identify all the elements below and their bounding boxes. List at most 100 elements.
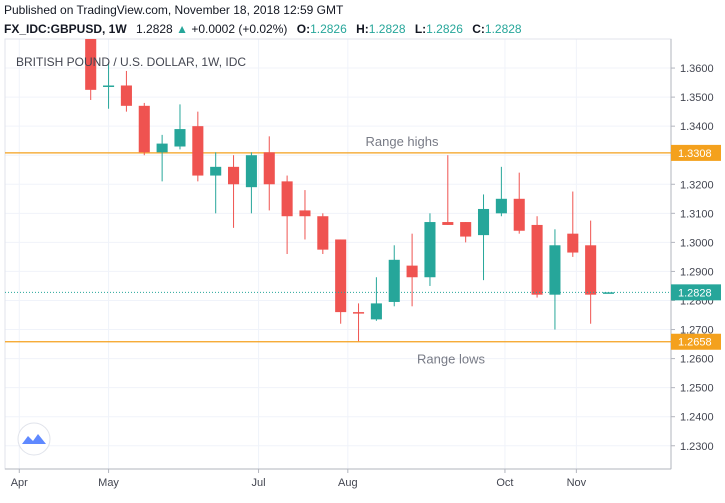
overlays: 1.2828 bbox=[5, 284, 721, 301]
last-price-value: 1.2828 bbox=[136, 22, 173, 36]
symbol-info-bar: FX_IDC:GBPUSD, 1W 1.2828 ▲ +0.0002 (+0.0… bbox=[4, 22, 522, 36]
candle bbox=[228, 155, 240, 228]
candle-body bbox=[263, 152, 275, 185]
price-tick-label: 1.3100 bbox=[680, 208, 714, 220]
low-label: L: bbox=[414, 22, 427, 36]
candle-body bbox=[567, 233, 579, 253]
symbol-name[interactable]: FX_IDC:GBPUSD, 1W bbox=[4, 22, 127, 36]
candle bbox=[567, 191, 579, 257]
candle-body bbox=[335, 239, 347, 313]
price-tick-label: 1.2400 bbox=[680, 412, 714, 424]
candle bbox=[513, 172, 525, 234]
candle bbox=[281, 175, 293, 254]
high-value: 1.2828 bbox=[368, 22, 406, 36]
candle bbox=[263, 136, 275, 211]
chart-title: BRITISH POUND / U.S. DOLLAR, 1W, IDC bbox=[16, 55, 246, 69]
candle bbox=[245, 152, 257, 214]
candle bbox=[174, 104, 186, 150]
range-price-tag bbox=[671, 333, 721, 350]
candle bbox=[495, 166, 507, 217]
price-tick-label: 1.3400 bbox=[680, 121, 714, 133]
candle-body bbox=[174, 129, 186, 147]
price-tick-label: 1.2500 bbox=[680, 383, 714, 395]
candle-body bbox=[156, 143, 168, 153]
candle bbox=[192, 111, 204, 182]
range-line-label: Range highs bbox=[366, 134, 439, 149]
time-axis[interactable]: Apr May Jul Aug Oct Nov bbox=[11, 469, 587, 489]
change-up-icon: ▲ bbox=[176, 22, 188, 36]
time-tick-label: Aug bbox=[338, 477, 358, 489]
time-tick-label: Jul bbox=[252, 477, 266, 489]
candle bbox=[370, 277, 382, 321]
candle bbox=[103, 62, 115, 109]
candle-body bbox=[299, 210, 311, 217]
tradingview-logo-icon[interactable] bbox=[17, 422, 51, 456]
open-label: O: bbox=[296, 22, 311, 36]
candle bbox=[460, 222, 472, 243]
candle-body bbox=[210, 166, 222, 176]
candle bbox=[299, 190, 311, 240]
range-price-tag bbox=[671, 144, 721, 161]
close-label: C: bbox=[472, 22, 485, 36]
candle-body bbox=[442, 222, 454, 225]
low-value: 1.2826 bbox=[426, 22, 463, 36]
candle bbox=[477, 194, 490, 281]
time-tick-label: Nov bbox=[567, 477, 587, 489]
candle-body bbox=[513, 198, 525, 231]
candle bbox=[549, 229, 561, 330]
close-value: 1.2828 bbox=[484, 22, 522, 36]
candle-body bbox=[352, 312, 365, 314]
candle-body bbox=[192, 126, 204, 176]
candle-body bbox=[120, 85, 132, 106]
candle-body bbox=[103, 85, 115, 87]
grid bbox=[5, 39, 671, 469]
candle bbox=[388, 245, 400, 307]
range-price-tag-label: 1.2658 bbox=[678, 337, 712, 349]
high-label: H: bbox=[356, 22, 369, 36]
price-axis[interactable]: 1.36001.35001.34001.33001.32001.31001.30… bbox=[671, 63, 714, 453]
range-line-label: Range lows bbox=[417, 352, 485, 367]
candle-body bbox=[477, 208, 490, 236]
price-tick-label: 1.3600 bbox=[680, 63, 714, 75]
candle-body bbox=[424, 222, 436, 278]
candle bbox=[406, 233, 418, 307]
candle bbox=[120, 70, 132, 112]
candle-body bbox=[585, 245, 597, 295]
time-tick-label: Oct bbox=[496, 477, 513, 489]
time-tick-label: Apr bbox=[11, 477, 28, 489]
price-tick-label: 1.3000 bbox=[680, 237, 714, 249]
horizontal-lines: Range highs 1.3308 Range lows 1.2658 bbox=[5, 134, 721, 367]
price-tick-label: 1.3500 bbox=[680, 92, 714, 104]
candle-body bbox=[370, 303, 382, 320]
candle-body bbox=[406, 265, 418, 278]
candle-body bbox=[138, 105, 150, 153]
candle-body bbox=[531, 224, 543, 295]
candle bbox=[138, 102, 150, 156]
candles bbox=[85, 39, 615, 342]
candle bbox=[317, 213, 329, 254]
time-tick-label: May bbox=[98, 477, 119, 489]
candle bbox=[210, 152, 222, 214]
price-tick-label: 1.2600 bbox=[680, 354, 714, 366]
candle bbox=[424, 213, 436, 286]
candle bbox=[352, 303, 365, 342]
last-price-tag bbox=[671, 284, 721, 301]
price-change-value: +0.0002 (+0.02%) bbox=[191, 22, 288, 36]
candle bbox=[335, 239, 347, 324]
price-tick-label: 1.2700 bbox=[680, 325, 714, 337]
candle bbox=[85, 39, 97, 101]
candle bbox=[156, 134, 168, 182]
price-tick-label: 1.3200 bbox=[680, 179, 714, 191]
candle-body bbox=[549, 245, 561, 295]
open-value: 1.2826 bbox=[310, 22, 347, 36]
candle-body bbox=[317, 216, 329, 250]
candle-body bbox=[281, 181, 293, 217]
candle bbox=[585, 220, 597, 324]
candle-body bbox=[85, 39, 97, 90]
last-price-tag-label: 1.2828 bbox=[678, 287, 712, 299]
candle bbox=[442, 155, 454, 225]
candle-body bbox=[460, 222, 472, 237]
published-caption: Published on TradingView.com, November 1… bbox=[4, 3, 344, 17]
candle bbox=[531, 216, 543, 298]
